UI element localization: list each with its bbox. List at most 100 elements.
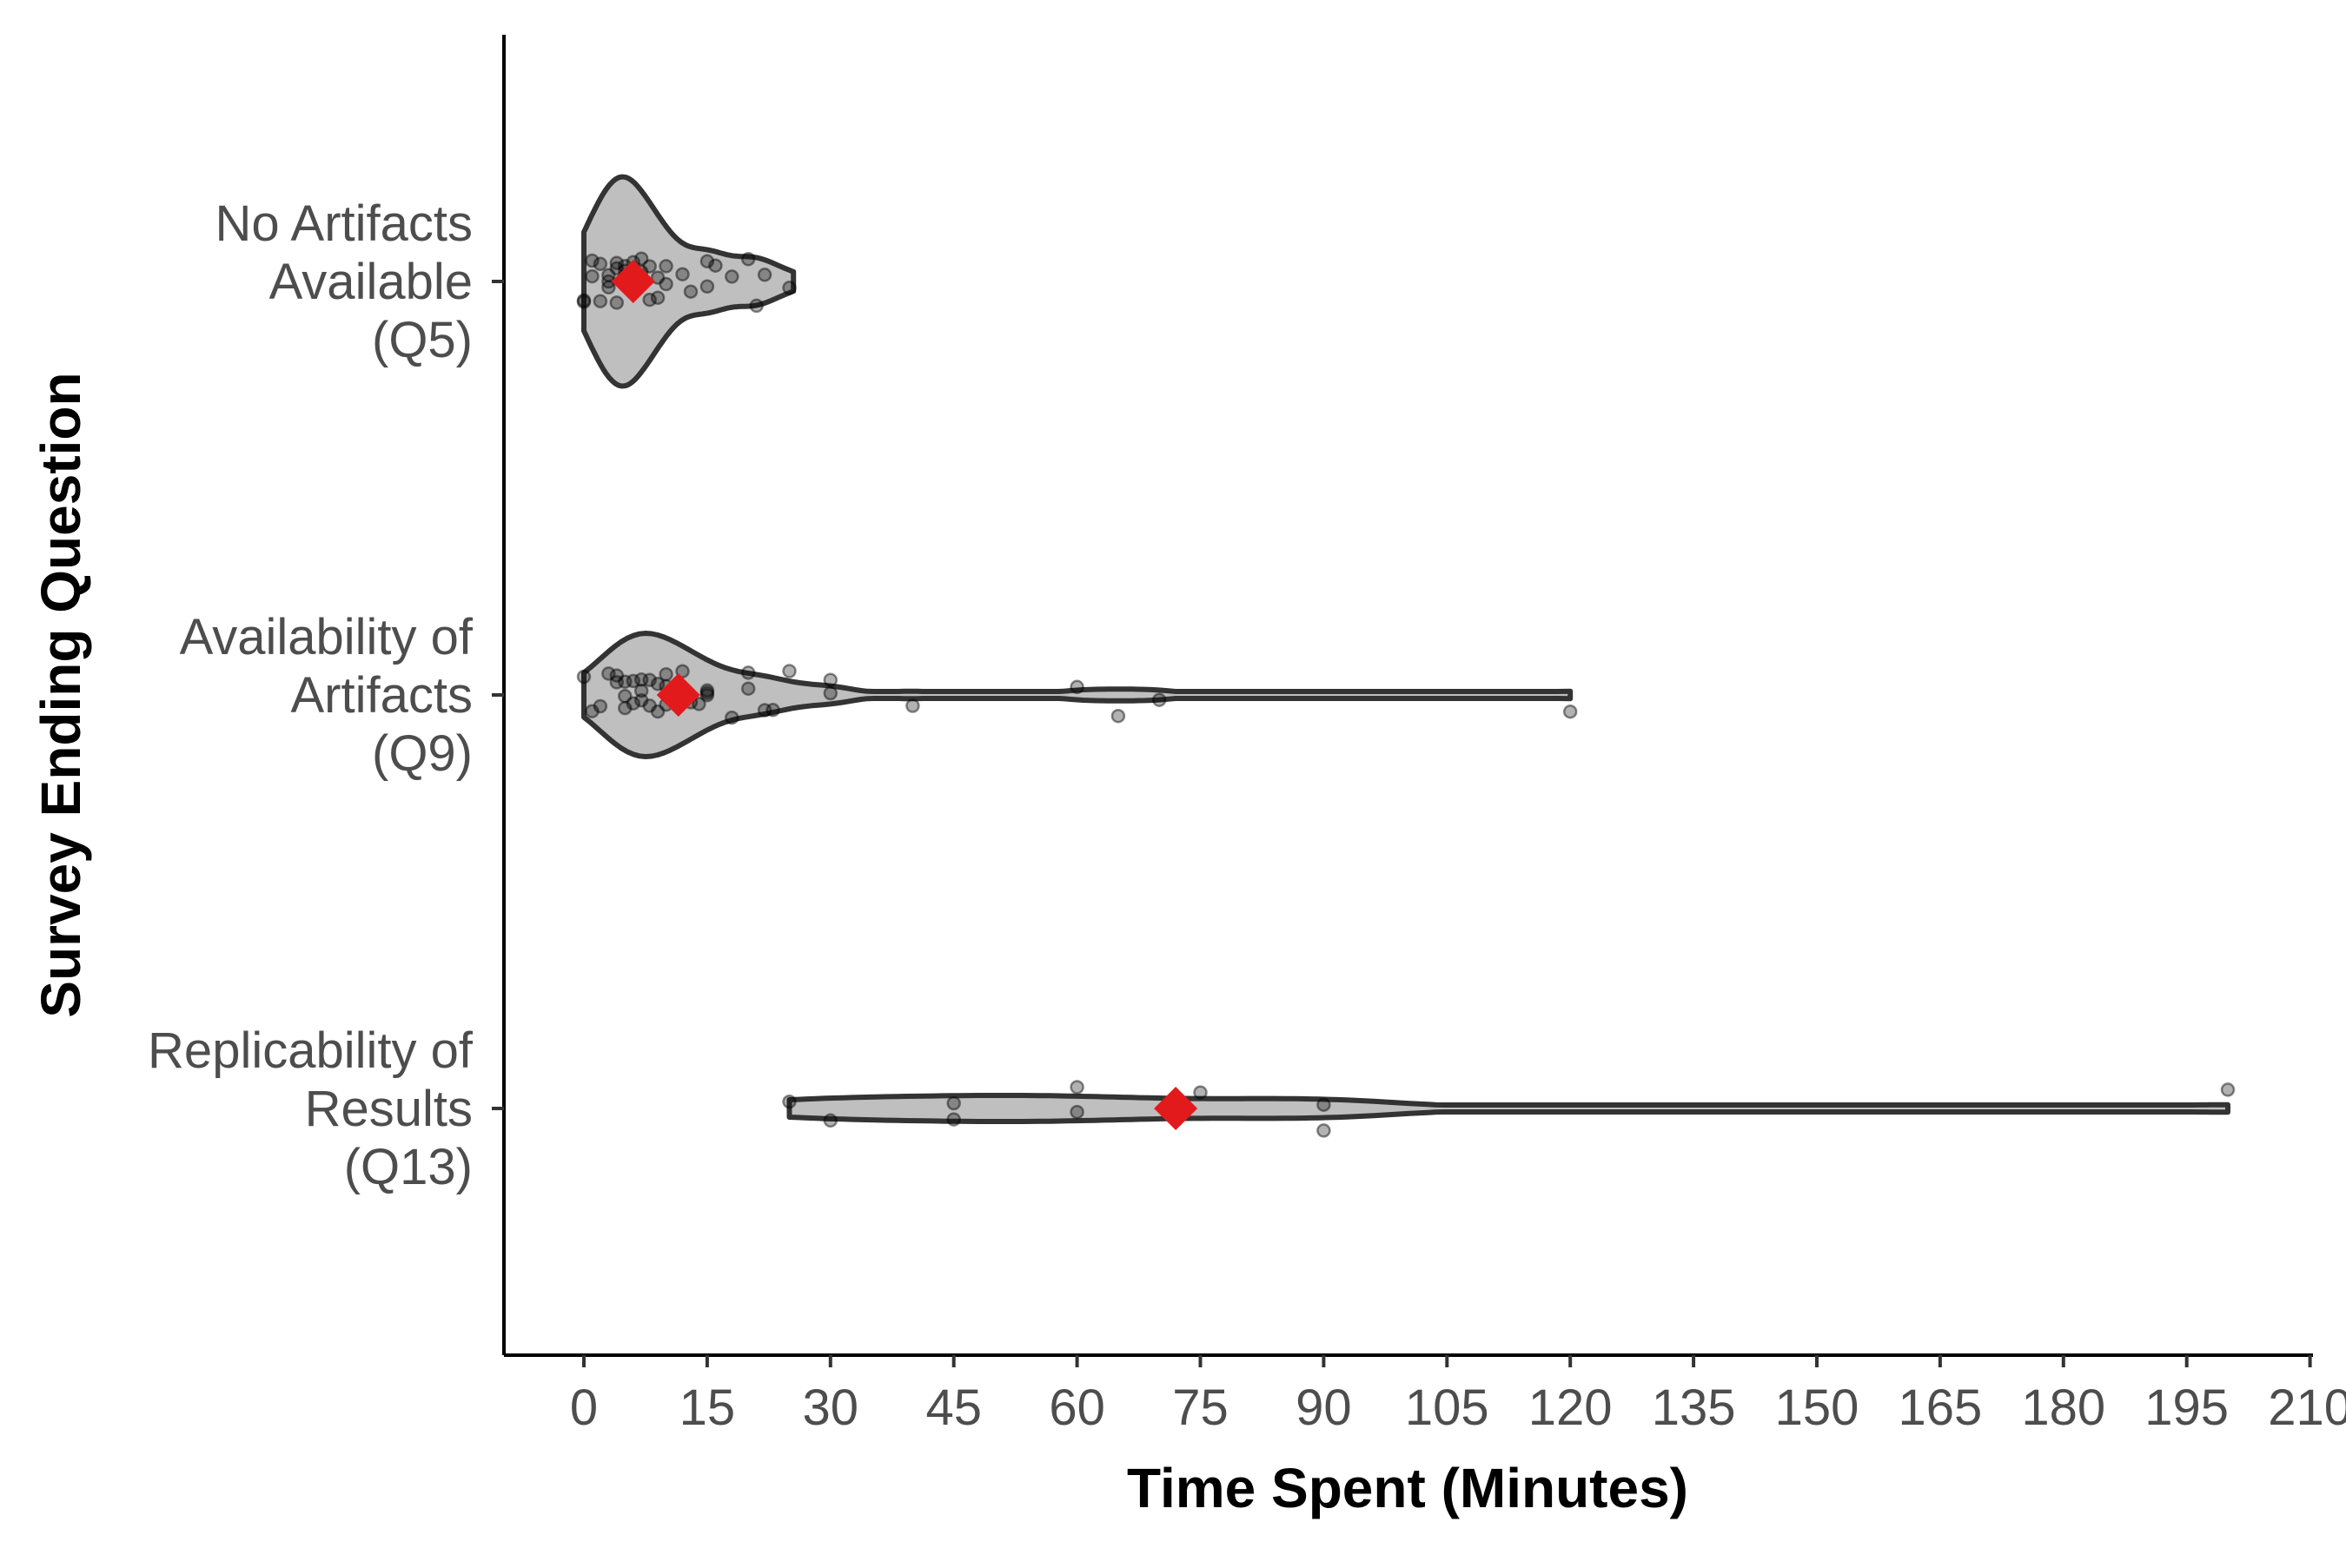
data-point-1-22 bbox=[642, 292, 657, 308]
data-point-2-34 bbox=[765, 703, 780, 718]
data-point-2-39 bbox=[1070, 679, 1084, 695]
data-point-1-10 bbox=[609, 261, 625, 276]
data-point-1-4 bbox=[585, 268, 600, 284]
data-point-1-24 bbox=[650, 290, 666, 305]
data-point-2-33 bbox=[757, 703, 772, 718]
means-layer bbox=[611, 260, 1198, 1130]
y-category-label-3-1: Replicability of bbox=[148, 1022, 474, 1079]
data-point-2-11 bbox=[626, 673, 641, 689]
y-category-label-1-3: (Q5) bbox=[372, 312, 473, 368]
data-point-1-29 bbox=[683, 284, 699, 299]
violins-layer bbox=[581, 174, 2230, 1124]
data-point-1-23 bbox=[642, 259, 657, 274]
y-category-label-1-1: No Artifacts bbox=[215, 195, 473, 252]
x-tick-label-135: 135 bbox=[1652, 1379, 1736, 1436]
data-point-2-37 bbox=[823, 672, 838, 687]
data-point-2-42 bbox=[1562, 704, 1578, 719]
x-tick-label-75: 75 bbox=[1172, 1379, 1229, 1436]
data-point-2-24 bbox=[675, 664, 690, 678]
data-point-1-27 bbox=[659, 276, 673, 292]
x-tick-label-15: 15 bbox=[679, 1379, 736, 1436]
x-tick-label-195: 195 bbox=[2144, 1379, 2229, 1436]
data-point-1-34 bbox=[740, 252, 756, 267]
data-point-2-29 bbox=[699, 683, 715, 698]
data-point-3-8 bbox=[1316, 1123, 1331, 1138]
data-point-2-8 bbox=[618, 674, 633, 689]
data-point-3-7 bbox=[1193, 1085, 1208, 1100]
data-point-2-16 bbox=[642, 698, 657, 713]
y-category-label-2-2: Artifacts bbox=[291, 667, 474, 724]
violin-1 bbox=[581, 174, 797, 389]
y-axis-title: Survey Ending Question bbox=[30, 372, 92, 1017]
data-point-1-32 bbox=[708, 258, 723, 273]
y-category-label-2-3: (Q9) bbox=[372, 725, 473, 782]
x-tick-label-0: 0 bbox=[570, 1379, 598, 1436]
data-point-1-12 bbox=[609, 295, 625, 310]
data-point-3-5 bbox=[1070, 1104, 1084, 1120]
data-point-2-15 bbox=[642, 672, 657, 688]
data-point-3-6 bbox=[1070, 1080, 1084, 1095]
y-category-label-3-2: Results bbox=[305, 1081, 473, 1137]
data-point-1-3 bbox=[585, 253, 600, 268]
data-point-2-21 bbox=[659, 666, 673, 682]
x-tick-label-30: 30 bbox=[803, 1379, 859, 1436]
data-point-2-14 bbox=[633, 692, 649, 708]
data-point-3-9 bbox=[1316, 1097, 1331, 1112]
data-point-2-2 bbox=[585, 704, 600, 718]
data-point-1-31 bbox=[699, 254, 715, 269]
data-point-3-4 bbox=[946, 1112, 961, 1127]
data-point-3-10 bbox=[2220, 1082, 2236, 1097]
x-tick-label-120: 120 bbox=[1528, 1379, 1613, 1436]
y-category-label-2-1: Availability of bbox=[180, 609, 474, 665]
data-point-2-4 bbox=[601, 666, 616, 681]
data-point-2-32 bbox=[740, 665, 756, 680]
x-tick-label-165: 165 bbox=[1899, 1379, 1983, 1436]
x-tick-label-150: 150 bbox=[1775, 1379, 1859, 1436]
mean-marker-3 bbox=[1154, 1087, 1198, 1130]
data-point-2-28 bbox=[699, 685, 715, 700]
data-point-1-5 bbox=[593, 294, 608, 308]
y-category-label-1-2: Available bbox=[269, 254, 473, 310]
data-point-1-35 bbox=[749, 298, 764, 314]
data-point-2-13 bbox=[633, 672, 649, 687]
data-point-1-30 bbox=[699, 279, 715, 294]
data-point-1-33 bbox=[725, 269, 739, 284]
data-point-1-11 bbox=[609, 255, 625, 270]
data-point-2-6 bbox=[609, 668, 625, 683]
x-tick-label-180: 180 bbox=[2021, 1379, 2105, 1436]
x-tick-label-210: 210 bbox=[2268, 1379, 2346, 1436]
data-point-2-17 bbox=[650, 704, 666, 719]
data-point-2-31 bbox=[740, 681, 756, 696]
data-point-2-12 bbox=[633, 683, 649, 698]
data-point-1-1 bbox=[576, 293, 592, 308]
y-category-label-3-3: (Q13) bbox=[344, 1139, 473, 1195]
data-point-2-30 bbox=[725, 710, 739, 725]
data-point-1-28 bbox=[675, 267, 690, 281]
axes-layer: 0 15 30 45 60 75 90 105 120 135 150 165 180 195 210 No … bbox=[148, 35, 2346, 1436]
data-point-2-7 bbox=[618, 700, 633, 716]
data-point-2-35 bbox=[782, 664, 797, 678]
x-tick-label-105: 105 bbox=[1405, 1379, 1489, 1436]
violin-3 bbox=[786, 1093, 2230, 1124]
data-point-2-38 bbox=[905, 698, 920, 713]
data-point-2-1 bbox=[576, 669, 592, 685]
x-tick-label-90: 90 bbox=[1296, 1379, 1352, 1436]
data-point-2-10 bbox=[626, 696, 641, 711]
data-point-2-3 bbox=[593, 698, 608, 714]
data-point-1-21 bbox=[633, 251, 649, 266]
data-point-1-36 bbox=[757, 268, 772, 282]
data-point-3-1 bbox=[782, 1094, 797, 1109]
data-point-2-5 bbox=[609, 675, 625, 690]
data-point-3-3 bbox=[946, 1095, 961, 1111]
x-axis-title: Time Spent (Minutes) bbox=[1127, 1457, 1688, 1519]
data-point-2-26 bbox=[692, 697, 706, 711]
data-point-1-6 bbox=[593, 256, 608, 272]
data-point-1-25 bbox=[650, 270, 666, 285]
data-point-1-37 bbox=[782, 281, 797, 295]
data-point-1-7 bbox=[601, 268, 616, 282]
data-point-2-40 bbox=[1110, 708, 1126, 724]
mean-marker-2 bbox=[656, 673, 700, 717]
x-tick-label-45: 45 bbox=[925, 1379, 982, 1436]
